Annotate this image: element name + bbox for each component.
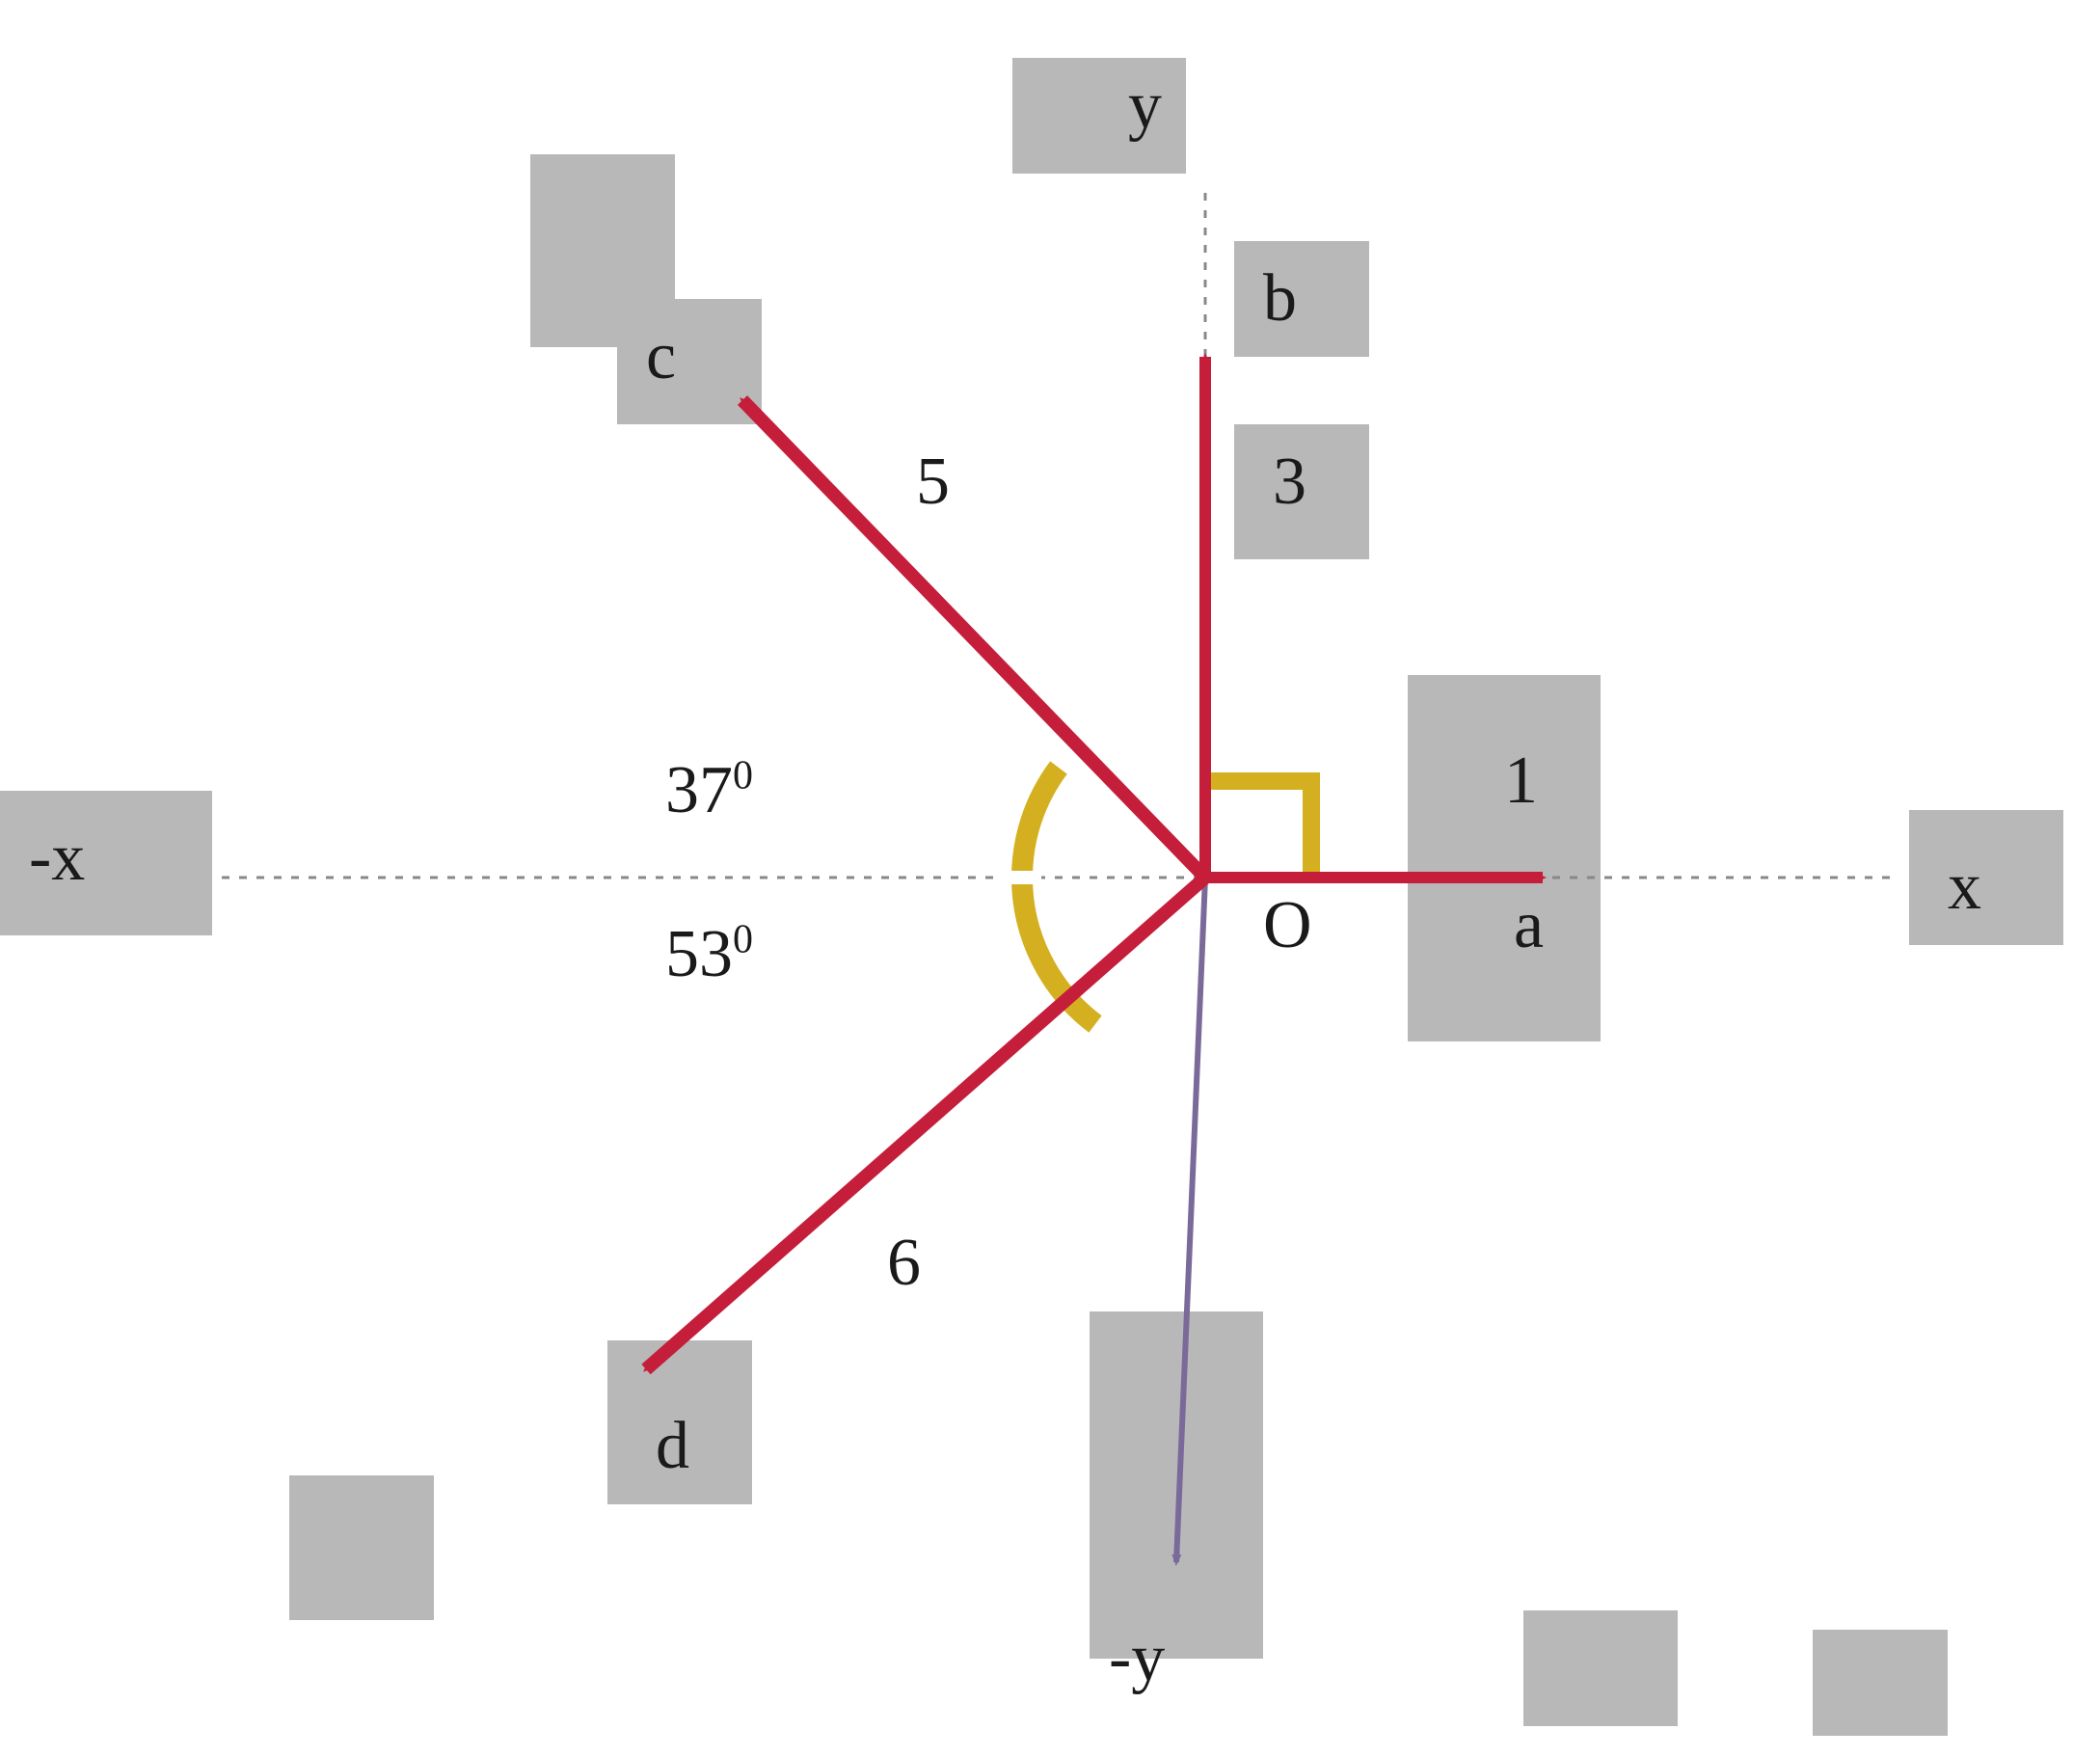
vector-c-label: c	[646, 318, 676, 395]
angle-37-value: 37	[665, 753, 733, 827]
angle-37-unit: 0	[733, 754, 753, 798]
right-angle-marker	[1205, 781, 1311, 878]
vector-b-label: b	[1263, 260, 1297, 338]
vector-d-label: d	[656, 1408, 689, 1485]
axis-label-y-pos: y	[1128, 68, 1162, 145]
vector-diagram: y -y x -x O a 1 b 3 c 5 d 6 370 530	[0, 0, 2100, 1757]
vector-c-magnitude: 5	[916, 444, 950, 521]
angle-37-label: 370	[665, 752, 753, 829]
diagram-svg	[0, 0, 2100, 1757]
angle-53-label: 530	[665, 916, 753, 993]
axis-label-y-neg: -y	[1109, 1620, 1165, 1697]
axis-label-x-pos: x	[1948, 849, 1981, 926]
origin-label: O	[1263, 887, 1312, 964]
angle-arc-37	[1022, 768, 1059, 878]
vector-b-magnitude: 3	[1273, 444, 1306, 521]
vector-d-magnitude: 6	[887, 1225, 921, 1302]
angle-53-unit: 0	[733, 918, 753, 962]
y-axis-negative	[1176, 878, 1205, 1562]
angle-53-value: 53	[665, 917, 733, 991]
vector-a-magnitude: 1	[1504, 743, 1538, 820]
axis-label-x-neg: -x	[29, 820, 85, 897]
vector-c	[742, 400, 1205, 878]
vector-a-label: a	[1514, 887, 1544, 964]
